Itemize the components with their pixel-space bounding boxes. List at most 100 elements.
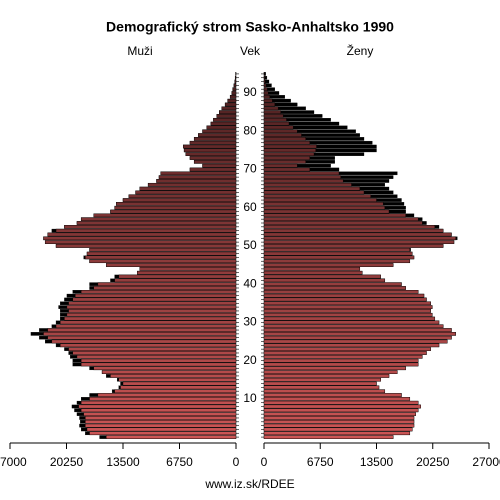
y-tick-label: 10 — [243, 391, 257, 405]
bar — [89, 259, 237, 264]
bar — [224, 102, 237, 107]
y-tick-label: 50 — [243, 238, 257, 252]
bar — [263, 374, 390, 378]
bar — [263, 263, 394, 267]
bar — [263, 194, 371, 199]
x-tick-label: 0 — [261, 455, 268, 469]
bar — [202, 163, 237, 168]
bar — [227, 98, 237, 103]
bar — [263, 251, 413, 256]
bar — [263, 129, 298, 134]
bar — [263, 137, 306, 141]
x-tick-label: 6750 — [166, 455, 193, 469]
bar — [219, 110, 237, 114]
bar — [263, 332, 456, 336]
bar — [80, 290, 237, 294]
bar — [263, 236, 456, 241]
x-tick-label: 27000 — [472, 455, 500, 469]
y-tick-label: 90 — [243, 85, 257, 99]
bar — [93, 213, 237, 218]
bar — [44, 240, 237, 244]
bar — [263, 427, 413, 432]
bar — [55, 324, 237, 329]
bar — [263, 102, 276, 107]
bar — [263, 186, 361, 191]
bar — [86, 251, 237, 256]
bar — [263, 240, 455, 244]
bar — [139, 186, 237, 191]
legend-entry: Muži — [127, 44, 152, 58]
bar — [263, 293, 425, 298]
bar — [263, 106, 279, 111]
bar — [234, 79, 237, 84]
bar — [75, 293, 237, 298]
bar — [263, 221, 423, 225]
bar — [55, 244, 237, 248]
bar — [106, 263, 237, 267]
bar — [263, 190, 365, 195]
bar — [97, 282, 237, 286]
bar — [263, 140, 311, 145]
bar — [263, 278, 386, 283]
x-tick-label: 13500 — [106, 455, 140, 469]
bar — [189, 156, 237, 160]
bar — [183, 148, 237, 153]
bar — [263, 312, 433, 317]
bar — [43, 332, 237, 336]
bar — [263, 286, 406, 290]
bar — [72, 297, 237, 302]
y-tick-label: 80 — [243, 123, 257, 137]
bar — [263, 362, 419, 367]
footer: www.iz.sk/RDEE — [204, 477, 294, 491]
bar — [263, 225, 436, 229]
bar — [263, 171, 340, 176]
bar — [263, 182, 352, 187]
bar — [202, 129, 237, 134]
bar — [263, 419, 415, 424]
bar — [263, 301, 431, 306]
bar — [135, 190, 237, 195]
bar — [263, 133, 302, 137]
bar — [263, 385, 380, 390]
bar — [106, 435, 237, 439]
bar — [263, 320, 440, 325]
bar — [234, 75, 237, 80]
bar — [263, 423, 415, 428]
bar — [55, 228, 237, 233]
bar — [64, 316, 237, 321]
bar — [263, 381, 377, 386]
y-tick-label: 40 — [243, 276, 257, 290]
bar — [78, 404, 237, 409]
bar — [60, 320, 237, 325]
bar — [263, 412, 416, 416]
x-tick-label: 20250 — [50, 455, 84, 469]
bar — [68, 309, 237, 313]
bar — [85, 419, 237, 424]
bar — [116, 202, 237, 206]
bar — [263, 205, 386, 210]
bar — [263, 393, 402, 397]
bar — [139, 267, 237, 271]
bar — [47, 328, 237, 332]
bar — [183, 144, 237, 149]
bar — [128, 194, 237, 199]
bar — [263, 213, 406, 218]
bar — [263, 400, 419, 405]
bar — [189, 140, 237, 145]
bar — [263, 309, 431, 313]
bar — [160, 171, 237, 176]
bar — [80, 408, 237, 413]
x-tick-label: 0 — [233, 455, 240, 469]
bar — [68, 301, 237, 306]
bar — [89, 397, 237, 401]
bar — [263, 160, 306, 164]
bar — [156, 179, 237, 183]
bar — [86, 427, 237, 432]
bar — [263, 297, 427, 302]
bar — [263, 274, 381, 279]
bar — [229, 95, 237, 99]
y-tick-label: 30 — [243, 315, 257, 329]
bar — [263, 114, 284, 118]
bar — [83, 412, 237, 416]
bar — [97, 393, 237, 397]
